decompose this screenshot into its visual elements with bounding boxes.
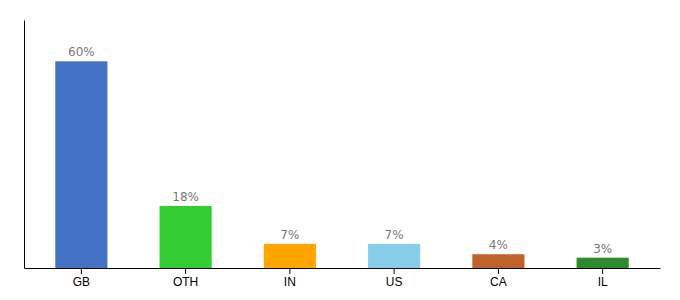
x-tick-mark bbox=[185, 268, 186, 274]
x-tick-label: US bbox=[386, 275, 403, 289]
bar bbox=[160, 206, 212, 268]
x-axis: GB OTH IN US CA IL bbox=[25, 268, 661, 289]
bar bbox=[264, 244, 316, 268]
x-tick: IN bbox=[284, 268, 296, 289]
x-tick-label: IN bbox=[284, 275, 296, 289]
data-label: 3% bbox=[593, 242, 612, 256]
plot: 60% 18% 7% 7% 4% 3% GB OTH IN US CA IL bbox=[25, 21, 661, 289]
bar bbox=[577, 258, 629, 268]
x-tick-mark bbox=[498, 268, 499, 274]
x-tick-label: CA bbox=[490, 275, 507, 289]
y-axis-line bbox=[24, 21, 25, 269]
x-tick-label: IL bbox=[598, 275, 608, 289]
x-tick-mark bbox=[289, 268, 290, 274]
x-tick-label: OTH bbox=[173, 275, 198, 289]
x-tick-mark bbox=[394, 268, 395, 274]
x-axis-line bbox=[25, 268, 661, 269]
data-label: 7% bbox=[280, 228, 299, 242]
bar bbox=[55, 61, 107, 268]
y-axis bbox=[24, 21, 25, 269]
x-tick-mark bbox=[81, 268, 82, 274]
data-label: 60% bbox=[68, 45, 95, 59]
chart-container: 60% 18% 7% 7% 4% 3% GB OTH IN US CA IL bbox=[0, 0, 680, 300]
x-tick-label: GB bbox=[73, 275, 90, 289]
data-labels: 60% 18% 7% 7% 4% 3% bbox=[68, 45, 612, 255]
data-label: 4% bbox=[489, 238, 508, 252]
x-tick: CA bbox=[490, 268, 507, 289]
x-tick: OTH bbox=[173, 268, 198, 289]
x-tick-mark bbox=[602, 268, 603, 274]
bar bbox=[368, 244, 420, 268]
x-tick: IL bbox=[598, 268, 608, 289]
x-tick: GB bbox=[73, 268, 90, 289]
chart-svg: 60% 18% 7% 7% 4% 3% GB OTH IN US CA IL bbox=[0, 0, 680, 300]
bars bbox=[55, 61, 628, 268]
data-label: 18% bbox=[172, 190, 199, 204]
data-label: 7% bbox=[385, 228, 404, 242]
bar bbox=[472, 254, 524, 268]
x-tick: US bbox=[386, 268, 403, 289]
